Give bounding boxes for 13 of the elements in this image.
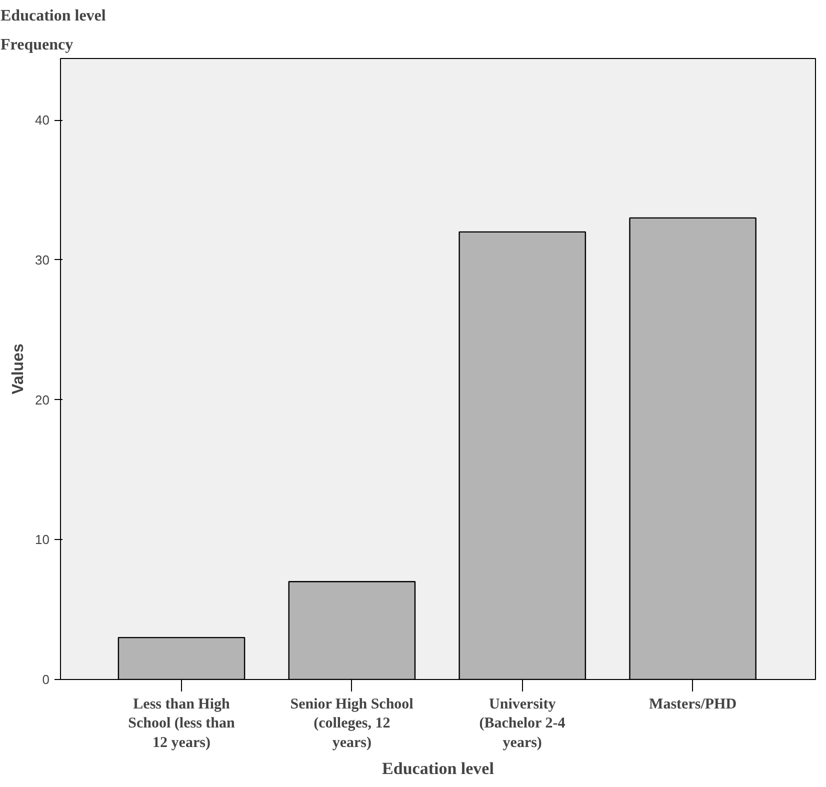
y-tick-label: 0 — [42, 672, 50, 687]
x-tick-label: Masters/PHD — [649, 696, 737, 712]
y-axis-title: Values — [10, 344, 28, 394]
x-tick-label: Less than High School (less than 12 years) — [128, 696, 236, 751]
chart-title: Education level — [0, 8, 106, 24]
y-tick-label: 10 — [35, 532, 50, 548]
y-tick-label: 40 — [35, 112, 50, 128]
x-tick-label: Senior High School (colleges, 12 years) — [290, 696, 414, 751]
x-axis-title: Education level — [382, 758, 494, 778]
x-tick-label: University (Bachelor 2-4 years) — [479, 696, 566, 751]
y-tick-label: 30 — [35, 252, 50, 268]
y-tick-label: 20 — [35, 392, 50, 408]
chart-subtitle: Frequency — [0, 36, 74, 54]
